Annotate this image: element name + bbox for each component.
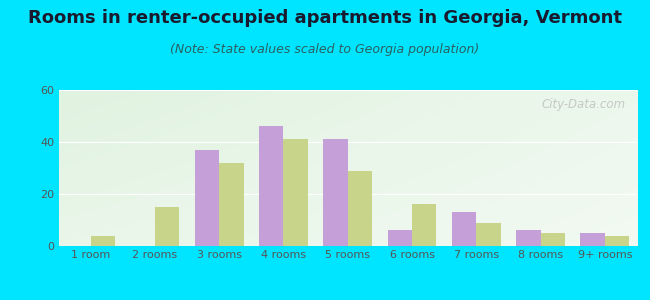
Bar [195, 150, 219, 246]
Text: (Note: State values scaled to Georgia population): (Note: State values scaled to Georgia po… [170, 44, 480, 56]
Bar [259, 126, 283, 246]
Bar [452, 212, 476, 246]
Bar [323, 140, 348, 246]
Bar [541, 233, 565, 246]
Bar [283, 140, 308, 246]
Bar [516, 230, 541, 246]
Bar [476, 223, 500, 246]
Bar [605, 236, 629, 246]
Bar [155, 207, 179, 246]
Text: City-Data.com: City-Data.com [541, 98, 625, 111]
Bar [90, 236, 115, 246]
Bar [580, 233, 605, 246]
Bar [348, 171, 372, 246]
Bar [387, 230, 412, 246]
Bar [412, 204, 436, 246]
Text: Rooms in renter-occupied apartments in Georgia, Vermont: Rooms in renter-occupied apartments in G… [28, 9, 622, 27]
Bar [219, 163, 244, 246]
